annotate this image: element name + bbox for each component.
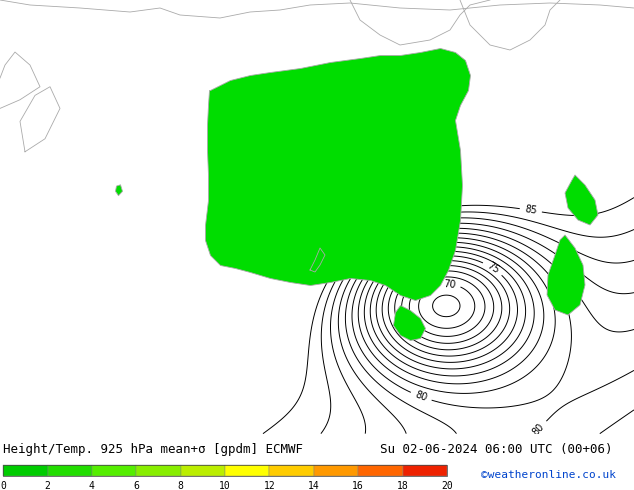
Text: 80: 80	[531, 421, 547, 437]
Text: 14: 14	[308, 481, 320, 490]
Bar	[48, 465, 92, 476]
Text: 80: 80	[413, 390, 429, 403]
Bar	[136, 465, 181, 476]
Text: 6: 6	[133, 481, 139, 490]
Bar	[92, 465, 136, 476]
Text: Height/Temp. 925 hPa mean+σ [gpdm] ECMWF: Height/Temp. 925 hPa mean+σ [gpdm] ECMWF	[3, 443, 303, 456]
Text: 18: 18	[397, 481, 408, 490]
Text: 75: 75	[485, 261, 501, 276]
Text: 0: 0	[0, 481, 6, 490]
Text: Su 02-06-2024 06:00 UTC (00+06): Su 02-06-2024 06:00 UTC (00+06)	[380, 443, 613, 456]
Text: 4: 4	[89, 481, 95, 490]
Text: 85: 85	[524, 204, 538, 216]
Text: 16: 16	[353, 481, 364, 490]
Bar	[181, 465, 225, 476]
Bar	[314, 465, 358, 476]
Text: 2: 2	[44, 481, 51, 490]
Text: ©weatheronline.co.uk: ©weatheronline.co.uk	[481, 470, 616, 480]
Bar	[358, 465, 403, 476]
Text: 10: 10	[219, 481, 231, 490]
Text: 12: 12	[264, 481, 275, 490]
Bar	[269, 465, 314, 476]
Bar	[3, 465, 447, 476]
Bar	[403, 465, 447, 476]
Text: 70: 70	[443, 279, 456, 290]
Bar	[3, 465, 48, 476]
Bar	[225, 465, 269, 476]
Text: 8: 8	[178, 481, 184, 490]
Text: 20: 20	[441, 481, 453, 490]
